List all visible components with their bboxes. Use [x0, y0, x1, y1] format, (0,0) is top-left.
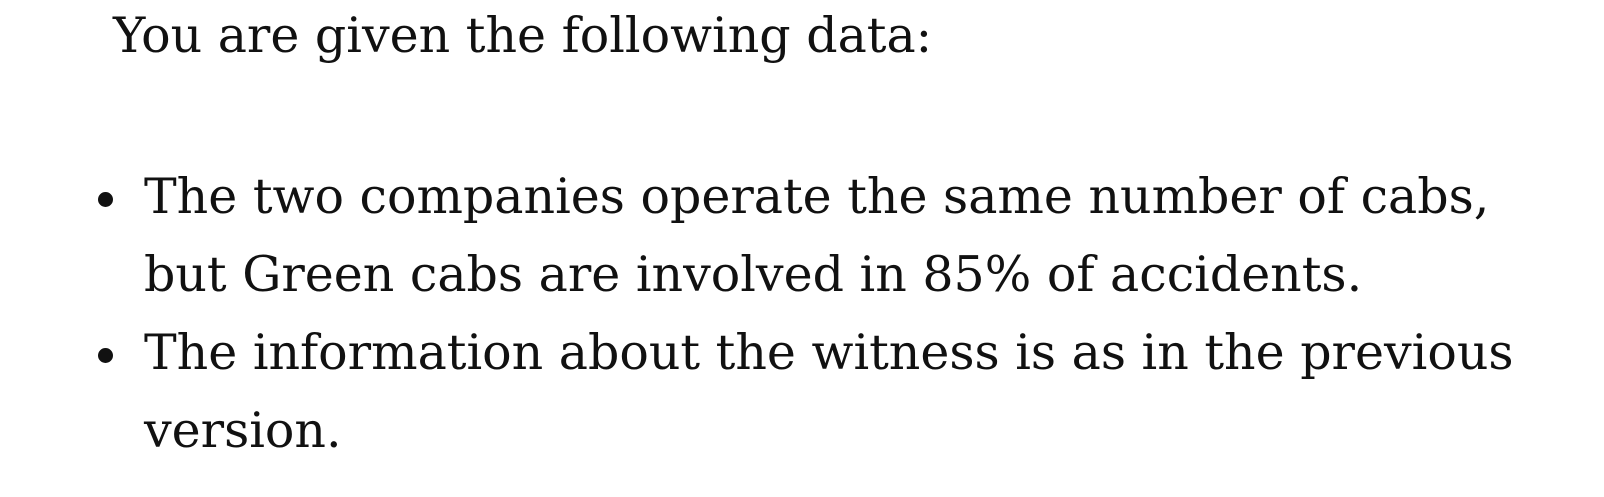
intro-text: You are given the following data: — [113, 7, 933, 64]
list-item-text: The two companies operate the same numbe… — [144, 168, 1490, 303]
list-item-text: The information about the witness is as … — [144, 324, 1514, 459]
bullet-icon — [98, 192, 113, 207]
data-bullet-list: The two companies operate the same numbe… — [0, 158, 1604, 470]
list-item: The two companies operate the same numbe… — [0, 158, 1544, 314]
bullet-icon — [98, 348, 113, 363]
list-item: The information about the witness is as … — [0, 314, 1544, 470]
